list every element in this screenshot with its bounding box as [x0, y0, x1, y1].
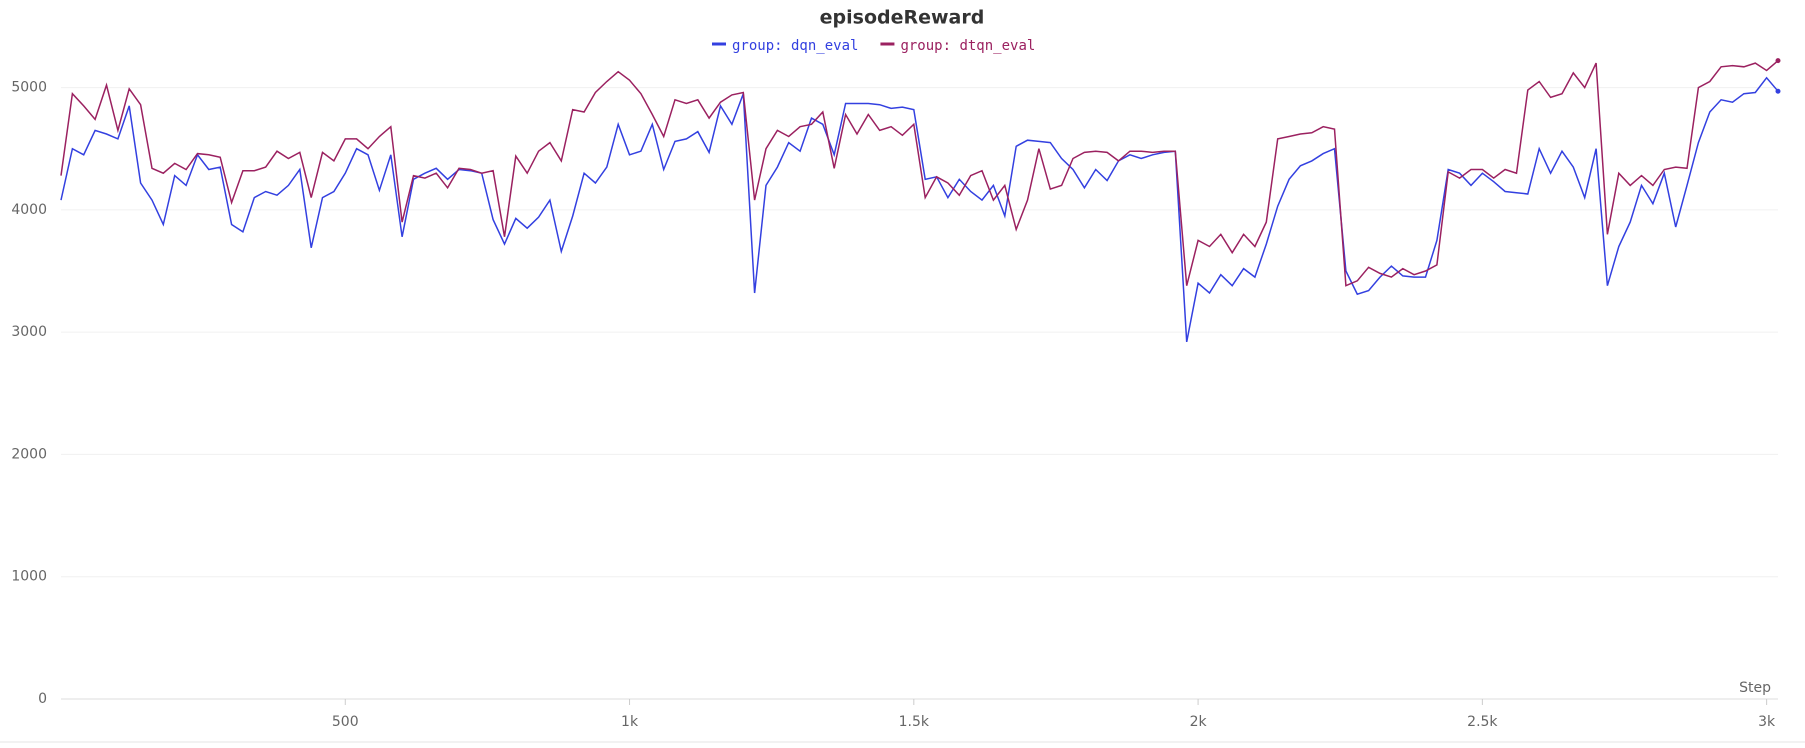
y-tick-label: 2000: [11, 446, 47, 462]
series-line: [60, 76, 1779, 343]
y-tick-label: 3000: [11, 324, 47, 340]
legend-label: group: dqn_eval: [732, 38, 858, 54]
y-tick-label: 4000: [11, 202, 47, 218]
x-tick-label: 500: [332, 714, 359, 730]
end-point: [1775, 58, 1781, 64]
x-tick-label: 2k: [1190, 714, 1208, 730]
y-tick-label: 0: [38, 691, 47, 707]
end-point: [1775, 88, 1781, 94]
x-tick-label: 1k: [621, 714, 639, 730]
x-axis-label: Step: [1739, 680, 1771, 696]
series-line: [60, 60, 1779, 287]
x-tick-label: 3k: [1758, 714, 1776, 730]
y-tick-label: 5000: [11, 80, 47, 96]
y-tick-label: 1000: [11, 569, 47, 585]
x-tick-label: 1.5k: [899, 714, 930, 730]
legend-label: group: dtqn_eval: [900, 38, 1035, 54]
x-tick-label: 2.5k: [1467, 714, 1498, 730]
chart-title: episodeReward: [820, 7, 985, 29]
